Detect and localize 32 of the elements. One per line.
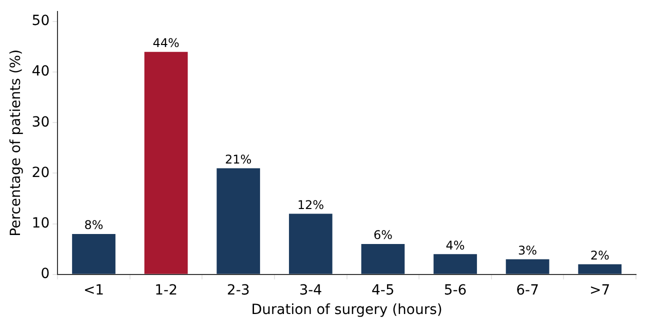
x-tick-label: 1-2 [154, 282, 178, 298]
data-label: 3% [518, 243, 538, 258]
bar [434, 254, 477, 274]
x-tick-label: >7 [590, 282, 610, 298]
x-axis-title: Duration of surgery (hours) [251, 302, 442, 318]
data-label: 4% [446, 238, 465, 252]
x-tick-label: 3-4 [299, 282, 322, 298]
data-label: 2% [590, 248, 610, 262]
x-tick-label: 2-3 [226, 282, 250, 298]
bar [144, 52, 188, 274]
x-tick-label: 5-6 [444, 282, 467, 298]
bar [216, 168, 260, 274]
x-tick-label: 6-7 [516, 282, 539, 298]
bar [72, 234, 116, 274]
y-tick-label: 50 [32, 13, 50, 30]
x-tick-label: 4-5 [372, 282, 394, 298]
data-label: 21% [225, 152, 252, 166]
bar [361, 244, 405, 274]
y-axis-title: Percentage of patients (%) [8, 49, 24, 236]
data-label: 8% [84, 218, 104, 232]
data-label: 12% [297, 198, 324, 212]
y-tick-label: 20 [32, 164, 50, 181]
bar [288, 214, 332, 274]
y-tick-label: 30 [32, 114, 50, 130]
data-label: 44% [152, 36, 180, 50]
y-tick-label: 40 [32, 64, 50, 80]
x-tick-label: <1 [83, 282, 104, 298]
y-tick-label: 0 [40, 266, 50, 282]
y-tick-label: 10 [32, 215, 50, 232]
bar [578, 264, 622, 274]
data-label: 6% [373, 228, 392, 242]
bar [506, 259, 550, 274]
